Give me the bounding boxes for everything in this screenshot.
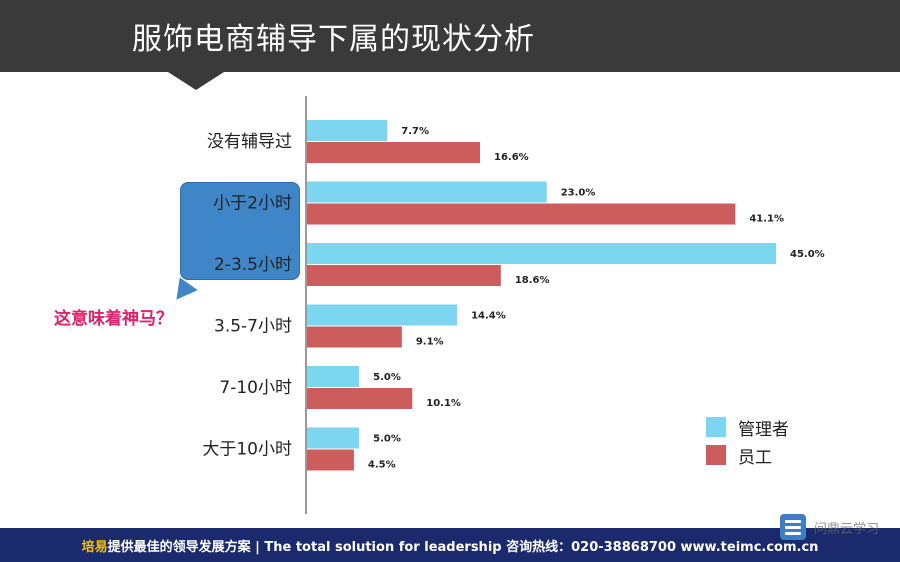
bar-manager	[307, 304, 458, 326]
bar-employee	[307, 203, 736, 225]
category-label: 没有辅导过	[207, 132, 292, 152]
bar-manager	[307, 427, 360, 449]
category-label: 2-3.5小时	[214, 255, 292, 275]
data-label-manager: 7.7%	[401, 126, 429, 137]
footer-slogan: 提供最佳的领导发展方案 | The total solution for lea…	[107, 540, 819, 555]
bar-manager	[307, 243, 776, 264]
category-axis-line	[305, 96, 307, 514]
category-label: 大于10小时	[202, 440, 292, 460]
data-label-employee: 16.6%	[494, 152, 529, 163]
legend-item-manager: 管理者	[706, 414, 789, 440]
category-label: 3.5-7小时	[214, 317, 292, 337]
footer-bar: 培易提供最佳的领导发展方案 | The total solution for l…	[0, 528, 900, 562]
bar-employee	[307, 326, 402, 348]
data-label-employee: 18.6%	[515, 275, 550, 286]
legend-swatch-manager	[706, 417, 726, 437]
data-label-employee: 10.1%	[426, 398, 461, 409]
document-stack-icon	[780, 514, 806, 540]
callout-question: 这意味着神马？	[54, 309, 173, 329]
data-label-employee: 4.5%	[368, 460, 396, 471]
data-label-employee: 41.1%	[749, 214, 784, 225]
legend-label-employee: 员工	[738, 447, 772, 468]
bar-manager	[307, 120, 388, 141]
bar-employee	[307, 142, 481, 163]
watermark: 问鼎云学习	[780, 514, 879, 540]
category-label: 7-10小时	[219, 378, 292, 398]
bar-manager	[307, 181, 547, 203]
title-bar: 服饰电商辅导下属的现状分析	[0, 0, 900, 72]
data-label-manager: 45.0%	[790, 249, 825, 260]
bar-employee	[307, 388, 413, 409]
watermark-text: 问鼎云学习	[814, 521, 880, 537]
chart-legend: 管理者 员工	[706, 414, 789, 470]
data-label-manager: 5.0%	[373, 372, 401, 383]
bar-manager	[307, 366, 360, 387]
data-label-manager: 5.0%	[373, 434, 401, 445]
highlight-callout	[180, 182, 300, 280]
footer-text-line: 培易提供最佳的领导发展方案 | The total solution for l…	[0, 536, 900, 555]
bar-employee	[307, 449, 354, 471]
title-bar-notch	[168, 72, 224, 90]
data-label-manager: 23.0%	[561, 188, 596, 199]
footer-brand: 培易	[81, 540, 108, 555]
legend-swatch-employee	[706, 445, 726, 465]
page-title: 服饰电商辅导下属的现状分析	[132, 22, 535, 57]
data-label-manager: 14.4%	[471, 311, 506, 322]
category-label: 小于2小时	[213, 194, 292, 214]
legend-label-manager: 管理者	[738, 419, 789, 440]
bar-employee	[307, 265, 501, 286]
legend-item-employee: 员工	[706, 442, 789, 468]
data-label-employee: 9.1%	[416, 337, 444, 348]
